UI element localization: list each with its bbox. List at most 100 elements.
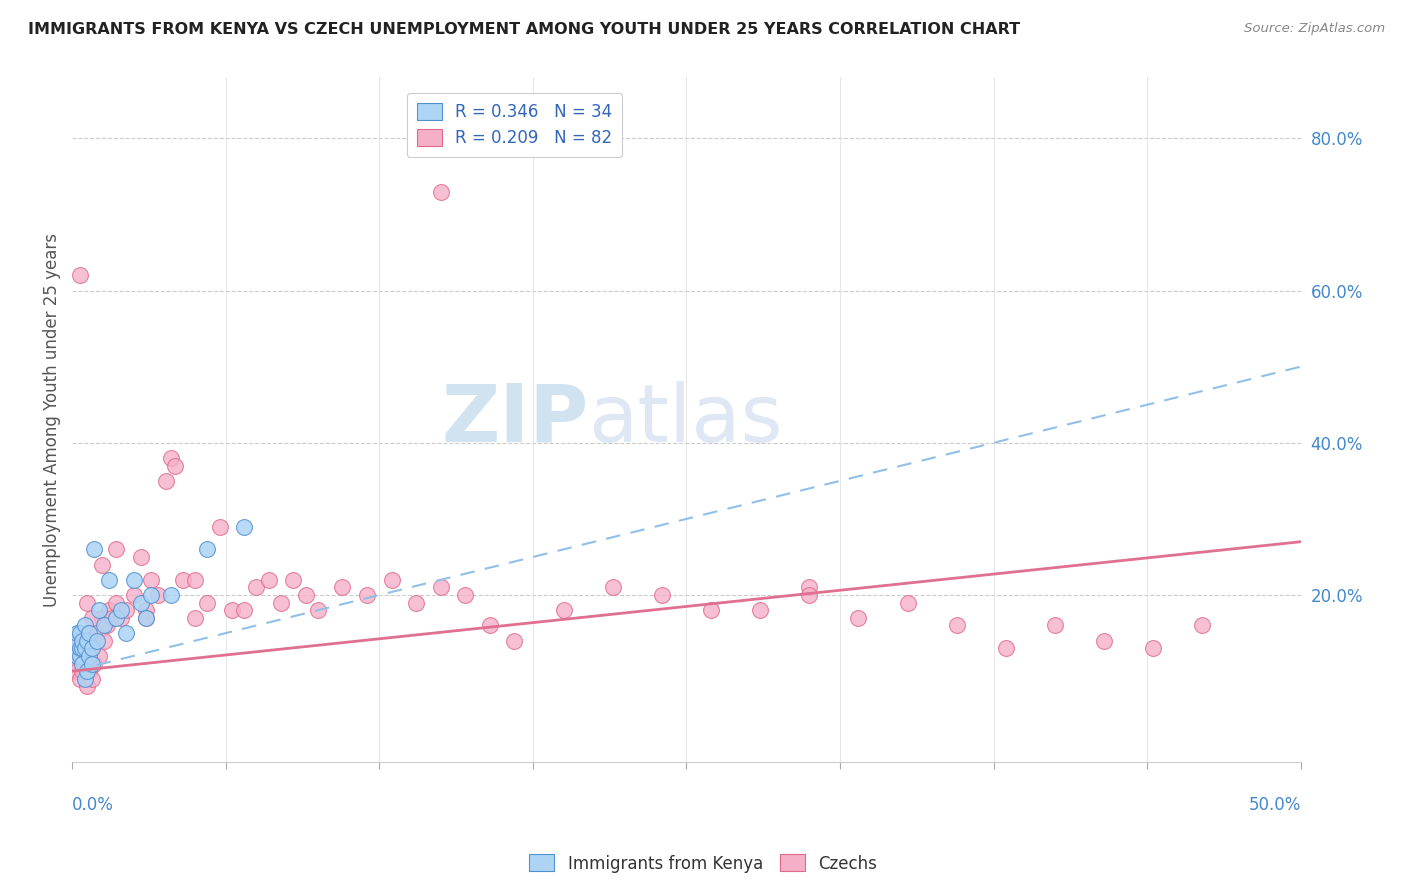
Point: [90, 558, 112, 572]
Point: [122, 588, 145, 602]
Point: [70, 633, 93, 648]
Point: [79, 648, 101, 663]
Point: [79, 664, 101, 678]
Point: [63, 641, 86, 656]
Point: [89, 603, 111, 617]
Legend: Immigrants from Kenya, Czechs: Immigrants from Kenya, Czechs: [523, 847, 883, 880]
Point: [553, 603, 575, 617]
Point: [503, 633, 526, 648]
Point: [749, 603, 772, 617]
Point: [135, 603, 157, 617]
Point: [105, 611, 128, 625]
Point: [96, 618, 118, 632]
Point: [155, 474, 177, 488]
Point: [129, 596, 152, 610]
Point: [93, 618, 115, 632]
Point: [381, 573, 404, 587]
Point: [356, 588, 378, 602]
Y-axis label: Unemployment Among Youth under 25 years: Unemployment Among Youth under 25 years: [44, 233, 60, 607]
Point: [429, 581, 451, 595]
Point: [69, 626, 91, 640]
Point: [1142, 641, 1164, 656]
Point: [80, 611, 103, 625]
Point: [66, 648, 89, 663]
Point: [195, 542, 218, 557]
Point: [79, 626, 101, 640]
Point: [73, 633, 96, 648]
Point: [80, 641, 103, 656]
Point: [70, 664, 93, 678]
Point: [66, 633, 89, 648]
Point: [283, 573, 305, 587]
Point: [73, 657, 96, 671]
Point: [454, 588, 477, 602]
Point: [135, 611, 157, 625]
Point: [115, 626, 138, 640]
Point: [159, 450, 181, 465]
Point: [73, 618, 96, 632]
Point: [76, 626, 98, 640]
Point: [66, 626, 89, 640]
Point: [90, 611, 112, 625]
Point: [69, 268, 91, 283]
Point: [245, 581, 267, 595]
Point: [76, 664, 98, 678]
Point: [105, 542, 128, 557]
Point: [110, 603, 132, 617]
Point: [429, 185, 451, 199]
Point: [602, 581, 624, 595]
Text: 0.0%: 0.0%: [72, 797, 114, 814]
Point: [478, 618, 501, 632]
Point: [159, 588, 181, 602]
Point: [135, 611, 157, 625]
Point: [257, 573, 280, 587]
Point: [66, 633, 89, 648]
Point: [70, 641, 93, 656]
Point: [86, 626, 108, 640]
Point: [76, 679, 98, 693]
Point: [270, 596, 292, 610]
Point: [172, 573, 194, 587]
Point: [799, 588, 821, 602]
Point: [98, 573, 121, 587]
Text: ZIP: ZIP: [441, 381, 588, 459]
Point: [945, 618, 967, 632]
Point: [69, 672, 91, 686]
Point: [184, 573, 207, 587]
Point: [896, 596, 918, 610]
Point: [83, 542, 105, 557]
Point: [139, 573, 162, 587]
Point: [83, 657, 105, 671]
Point: [80, 657, 103, 671]
Point: [80, 672, 103, 686]
Point: [700, 603, 723, 617]
Point: [73, 672, 96, 686]
Point: [139, 588, 162, 602]
Point: [848, 611, 870, 625]
Point: [294, 588, 316, 602]
Point: [93, 633, 115, 648]
Point: [221, 603, 243, 617]
Point: [73, 641, 96, 656]
Point: [233, 603, 256, 617]
Point: [63, 641, 86, 656]
Text: 50.0%: 50.0%: [1249, 797, 1301, 814]
Point: [73, 648, 96, 663]
Point: [129, 549, 152, 564]
Point: [76, 641, 98, 656]
Text: Source: ZipAtlas.com: Source: ZipAtlas.com: [1244, 22, 1385, 36]
Point: [89, 648, 111, 663]
Point: [98, 603, 121, 617]
Point: [76, 596, 98, 610]
Point: [69, 648, 91, 663]
Point: [76, 633, 98, 648]
Point: [208, 519, 231, 533]
Point: [63, 648, 86, 663]
Point: [115, 603, 138, 617]
Point: [69, 641, 91, 656]
Point: [66, 657, 89, 671]
Point: [1092, 633, 1115, 648]
Point: [105, 596, 128, 610]
Point: [307, 603, 329, 617]
Point: [148, 588, 170, 602]
